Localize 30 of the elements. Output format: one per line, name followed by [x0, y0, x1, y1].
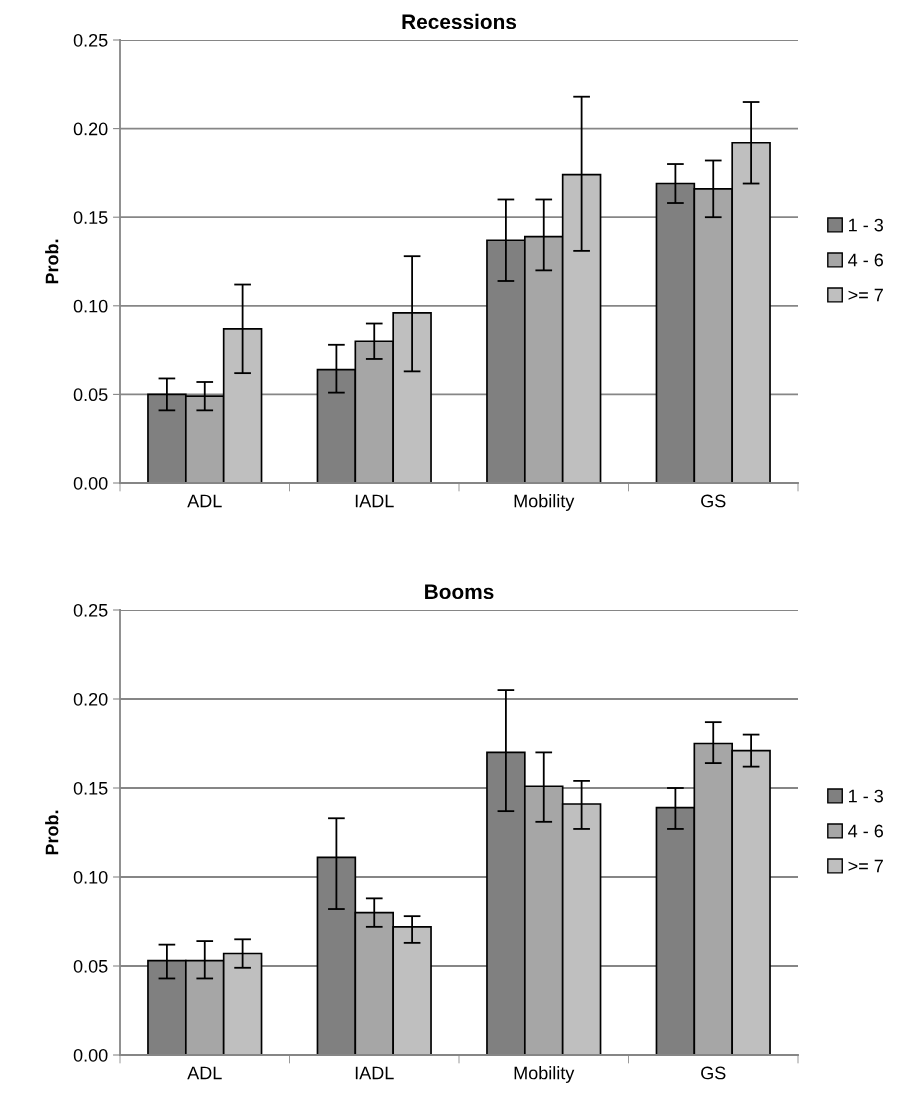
x-tick-label: ADL: [187, 1066, 222, 1080]
legend-label: >= 7: [848, 288, 883, 302]
x-tick-label: GS: [701, 1066, 726, 1080]
x-tick-label: IADL: [355, 494, 394, 508]
y-tick-label: 0.15: [73, 781, 108, 795]
y-tick-label: 0.00: [73, 476, 108, 490]
legend-label: >= 7: [848, 859, 883, 873]
chart-title: Booms: [425, 584, 494, 600]
x-tick-label: IADL: [355, 1066, 394, 1080]
y-tick-label: 0.10: [73, 870, 108, 884]
y-tick-label: 0.25: [73, 33, 108, 47]
y-tick-label: 0.10: [73, 299, 108, 313]
y-tick-label: 0.00: [73, 1048, 108, 1062]
legend-label: 1 - 3: [849, 789, 884, 803]
y-tick-label: 0.20: [73, 692, 108, 706]
x-tick-label: Mobility: [514, 494, 575, 511]
legend-label: 4 - 6: [848, 253, 884, 267]
y-tick-label: 0.15: [73, 211, 108, 224]
x-tick-label: ADL: [187, 494, 222, 508]
x-tick-label: GS: [701, 494, 726, 508]
y-tick-label: 0.05: [73, 388, 108, 402]
legend-label: 4 - 6: [848, 824, 884, 838]
x-tick-label: Mobility: [514, 1066, 575, 1083]
chart-title: Recessions: [402, 13, 517, 30]
y-axis-title: Prob.: [45, 239, 59, 284]
legend-label: 1 - 3: [849, 218, 884, 232]
y-tick-label: 0.20: [73, 122, 108, 136]
y-tick-label: 0.05: [73, 959, 108, 973]
y-tick-label: 0.25: [73, 603, 108, 617]
y-axis-title: Prob.: [45, 810, 59, 855]
